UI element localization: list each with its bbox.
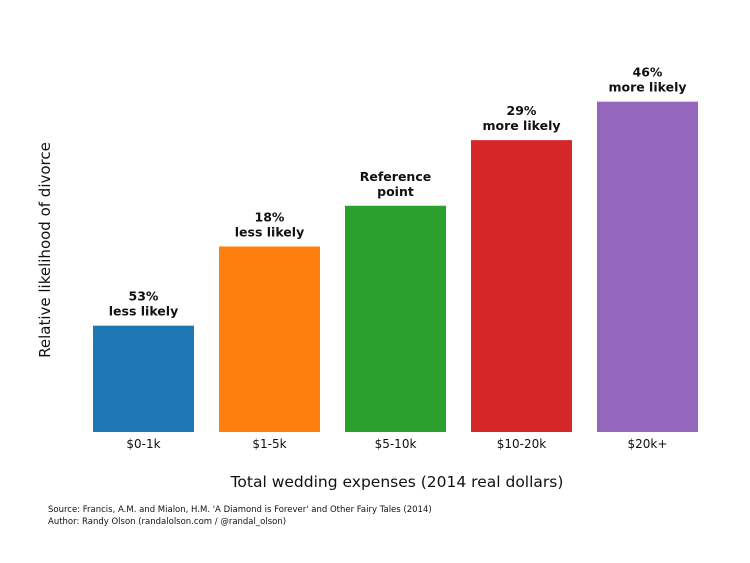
bar-annotation: less likely xyxy=(109,304,178,319)
bar-annotation: point xyxy=(377,184,414,199)
bar-annotation: 46% xyxy=(633,65,663,80)
source-note: Source: Francis, A.M. and Mialon, H.M. '… xyxy=(48,505,432,515)
x-tick-label: $5-10k xyxy=(375,437,417,451)
bar-annotation: more likely xyxy=(608,80,686,95)
bar-0 xyxy=(93,325,194,432)
x-tick-label: $0-1k xyxy=(126,437,160,451)
x-tick-label: $10-20k xyxy=(497,437,547,451)
bar-annotation: more likely xyxy=(482,118,560,133)
bar-annotation: 18% xyxy=(255,209,285,224)
author-note: Author: Randy Olson (randalolson.com / @… xyxy=(48,517,287,527)
bar-2 xyxy=(345,205,446,432)
bar-4 xyxy=(597,101,698,433)
x-tick-label: $20k+ xyxy=(628,437,668,451)
bar-annotation: 53% xyxy=(129,289,159,304)
x-tick-label: $1-5k xyxy=(252,437,286,451)
bar-annotation: Reference xyxy=(360,169,431,184)
x-axis-label: Total wedding expenses (2014 real dollar… xyxy=(230,473,564,491)
bar-annotation: 29% xyxy=(507,103,537,118)
bar-1 xyxy=(219,246,320,432)
bar-annotation: less likely xyxy=(235,224,304,239)
bar-3 xyxy=(471,140,572,432)
y-axis-label: Relative likelihood of divorce xyxy=(36,142,54,358)
